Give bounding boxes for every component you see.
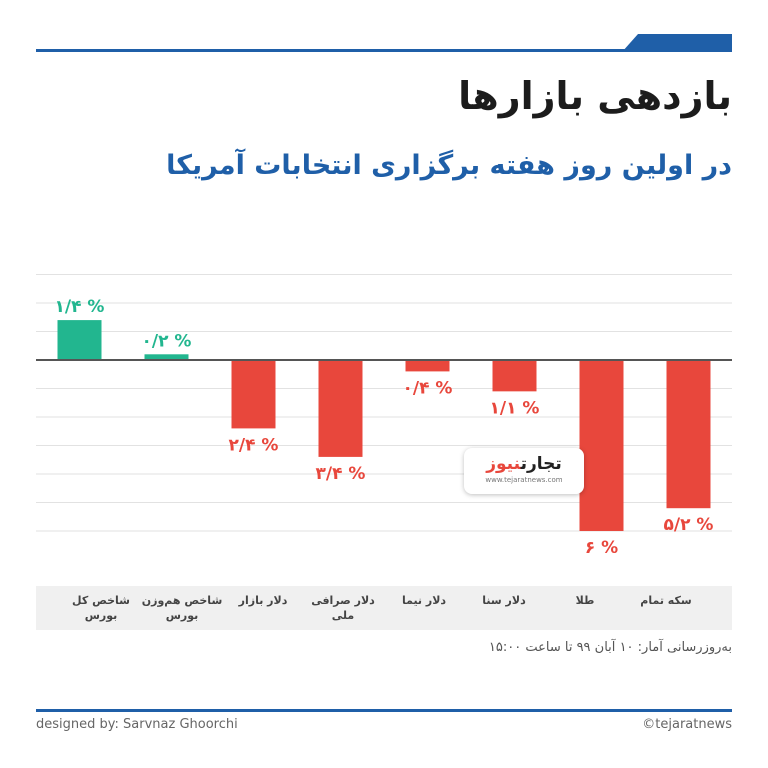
category-label-6: طلا bbox=[575, 594, 595, 607]
category-label-3: دلار صرافی ملی bbox=[311, 594, 375, 622]
data-label-1: ۰/۲ % bbox=[142, 331, 192, 351]
bar-chart: ۱/۴ % ۰/۲ % ۲/۴ % ۳/۴ % ۰/۴ % ۱/۱ % ۶ % ۵/۲ % bbox=[36, 274, 732, 558]
category-band bbox=[36, 586, 732, 630]
top-rule bbox=[36, 49, 732, 52]
bar-7 bbox=[666, 360, 711, 509]
top-accent-tab bbox=[622, 34, 732, 52]
bar-2 bbox=[231, 360, 276, 429]
bar-6 bbox=[579, 360, 624, 531]
bottom-rule bbox=[36, 709, 732, 712]
bar-3 bbox=[318, 360, 363, 457]
page-title: بازدهی بازارها bbox=[458, 74, 732, 118]
category-label-2: دلار بازار bbox=[238, 594, 288, 607]
data-label-2: ۲/۴ % bbox=[229, 435, 279, 455]
data-label-4: ۰/۴ % bbox=[403, 378, 453, 398]
data-label-0: ۱/۴ % bbox=[55, 297, 105, 317]
data-label-6: ۶ % bbox=[585, 538, 618, 558]
tejaratnews-logo: تجارتنیوز www.tejaratnews.com bbox=[464, 448, 584, 494]
bar-5 bbox=[492, 360, 537, 392]
data-label-3: ۳/۴ % bbox=[316, 464, 366, 484]
source-note: به‌روزرسانی آمار: ۱۰ آبان ۹۹ تا ساعت ۱۵:… bbox=[488, 640, 732, 655]
bar-4 bbox=[405, 360, 450, 372]
social-handle: ©tejaratnews bbox=[642, 717, 732, 732]
data-label-7: ۵/۲ % bbox=[664, 515, 714, 535]
category-label-0: شاخص کل بورس bbox=[72, 594, 130, 622]
logo-wordmark: تجارتنیوز bbox=[486, 454, 562, 474]
category-label-7: سکه تمام bbox=[640, 594, 692, 607]
page-subtitle: در اولین روز هفته برگزاری انتخابات آمریک… bbox=[166, 150, 732, 181]
category-label-4: دلار نیما bbox=[401, 594, 447, 607]
bar-1 bbox=[144, 354, 189, 360]
designer-credit: designed by: Sarvnaz Ghoorchi bbox=[36, 717, 238, 732]
data-label-5: ۱/۱ % bbox=[490, 398, 540, 418]
logo-url: www.tejaratnews.com bbox=[485, 476, 563, 484]
bar-0 bbox=[57, 320, 102, 360]
category-label-1: شاخص هم‌وزن بورس bbox=[141, 594, 223, 622]
category-label-5: دلار سنا bbox=[482, 594, 526, 607]
